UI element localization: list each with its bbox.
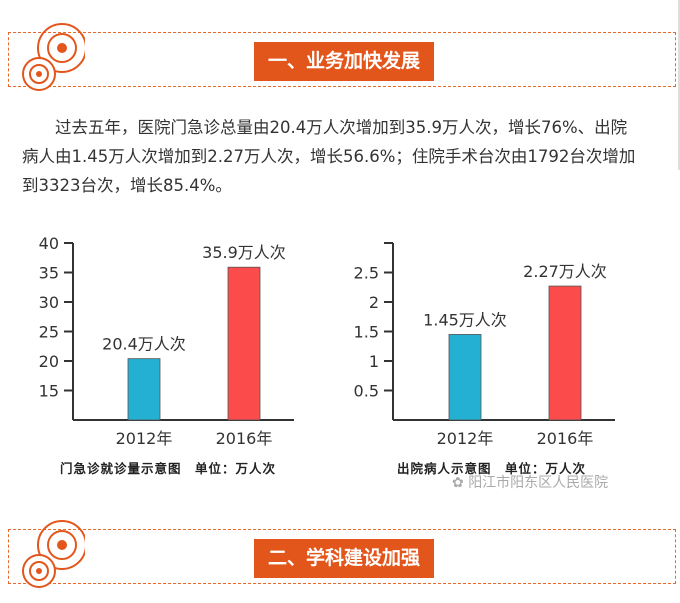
- y-tick-label: 20: [39, 352, 59, 371]
- section-title: 二、学科建设加强: [254, 539, 434, 578]
- chart-caption-left: 门急诊就诊量示意图 单位：万人次: [60, 461, 277, 476]
- x-tick-label: 2012年: [116, 429, 173, 448]
- chart-caption-right: 出院病人示意图 单位：万人次: [397, 461, 587, 476]
- paragraph-line: 到3323台次，增长85.4%。: [22, 176, 232, 195]
- bar: [548, 285, 582, 421]
- y-tick-label: 30: [39, 293, 59, 312]
- x-tick-label: 2016年: [537, 429, 594, 448]
- y-tick-label: 25: [39, 323, 59, 342]
- y-tick-label: 1.5: [354, 323, 379, 342]
- data-label: 2.27万人次: [523, 262, 607, 281]
- watermark: ✿ 阳江市阳东区人民医院: [452, 472, 608, 492]
- x-tick-label: 2016年: [216, 429, 273, 448]
- section-header-2: 二、学科建设加强: [8, 520, 676, 588]
- target-rings-icon: [22, 23, 85, 91]
- y-tick-label: 2: [369, 293, 379, 312]
- y-tick-label: 1: [369, 352, 379, 371]
- wechat-icon: ✿: [452, 475, 469, 491]
- watermark-text: 阳江市阳东区人民医院: [468, 475, 609, 491]
- summary-paragraph: 过去五年，医院门急诊总量由20.4万人次增加到35.9万人次，增长76%、出院 …: [22, 113, 672, 200]
- y-tick-label: 35: [39, 264, 59, 283]
- data-label: 1.45万人次: [423, 310, 507, 329]
- y-tick-label: 0.5: [354, 382, 379, 401]
- x-tick-label: 2012年: [437, 429, 494, 448]
- paragraph-line: 病人由1.45万人次增加到2.27万人次，增长56.6%；住院手术台次由1792…: [22, 147, 636, 166]
- data-label: 20.4万人次: [102, 335, 186, 354]
- bar-charts: 15 20 25 30 35 40 20.4万人次 2012年 35.9万人次 2016年 0.5 1…: [39, 234, 615, 448]
- section-title: 一、业务加快发展: [254, 42, 434, 81]
- data-label: 35.9万人次: [202, 243, 286, 262]
- bar: [448, 334, 482, 421]
- bar: [227, 266, 261, 421]
- y-tick-label: 40: [39, 234, 59, 253]
- target-rings-icon: [22, 520, 85, 588]
- section-header-1: 一、业务加快发展: [8, 23, 676, 91]
- y-tick-label: 2.5: [354, 264, 379, 283]
- y-tick-label: 15: [39, 382, 59, 401]
- paragraph-line: 过去五年，医院门急诊总量由20.4万人次增加到35.9万人次，增长76%、出院: [55, 118, 628, 137]
- scrollbar[interactable]: [678, 0, 680, 170]
- bar: [127, 358, 161, 421]
